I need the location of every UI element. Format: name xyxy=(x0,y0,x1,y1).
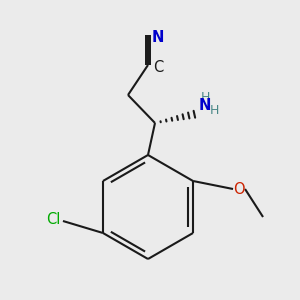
Text: Cl: Cl xyxy=(46,212,60,226)
Text: O: O xyxy=(233,182,245,196)
Text: N: N xyxy=(152,29,164,44)
Text: H: H xyxy=(200,91,210,103)
Text: C: C xyxy=(153,59,163,74)
Text: H: H xyxy=(209,103,219,116)
Text: N: N xyxy=(199,98,211,112)
